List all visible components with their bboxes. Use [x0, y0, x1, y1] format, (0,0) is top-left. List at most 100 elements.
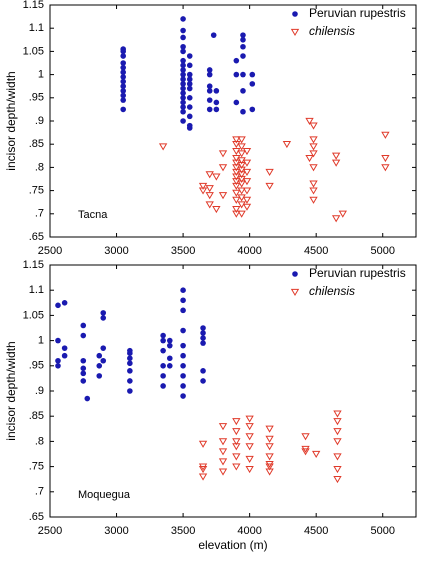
- data-point: [213, 99, 220, 106]
- data-point: [333, 428, 342, 436]
- data-point: [180, 307, 186, 314]
- data-point: [180, 95, 186, 101]
- data-point: [240, 71, 246, 78]
- y-tick-label: .7: [35, 486, 44, 498]
- data-point: [265, 453, 274, 461]
- data-point: [312, 450, 321, 458]
- data-point: [245, 465, 254, 474]
- data-point: [198, 465, 208, 474]
- data-point: [237, 157, 246, 165]
- data-point: [198, 182, 208, 190]
- data-point: [265, 435, 274, 443]
- data-point: [180, 342, 186, 349]
- data-point: [96, 352, 103, 359]
- y-tick-label: .85: [29, 410, 44, 422]
- data-point: [338, 210, 347, 218]
- data-point: [205, 171, 214, 179]
- data-point: [245, 433, 254, 441]
- legend-marker: [290, 288, 300, 296]
- data-point: [180, 287, 186, 294]
- data-point: [242, 187, 252, 195]
- data-point: [180, 90, 186, 96]
- data-point: [55, 302, 61, 309]
- data-point: [381, 164, 390, 172]
- data-point: [213, 88, 220, 94]
- data-point: [265, 425, 274, 433]
- data-point: [166, 337, 173, 344]
- data-point: [180, 118, 186, 124]
- data-point: [120, 106, 126, 113]
- y-tick-label: 1.05: [23, 309, 44, 321]
- data-point: [180, 81, 186, 87]
- data-point: [232, 453, 241, 461]
- data-point: [240, 53, 246, 59]
- data-point: [240, 88, 246, 94]
- data-point: [212, 206, 221, 214]
- data-point: [245, 443, 254, 451]
- data-point: [186, 85, 193, 92]
- data-point: [218, 438, 228, 446]
- y-tick-label: 1.15: [23, 259, 44, 271]
- data-point: [200, 335, 206, 341]
- x-axis-label: elevation (m): [198, 538, 267, 552]
- data-point: [180, 67, 186, 73]
- data-point: [218, 458, 228, 466]
- data-point: [160, 383, 166, 389]
- data-point: [84, 395, 91, 402]
- data-point: [180, 104, 186, 110]
- data-point: [198, 463, 208, 471]
- data-point: [166, 355, 173, 362]
- data-point: [180, 99, 186, 106]
- data-point: [160, 363, 166, 369]
- data-point: [120, 74, 126, 80]
- data-point: [120, 53, 126, 59]
- legend-label: chilensis: [309, 24, 355, 38]
- data-point: [205, 201, 214, 209]
- data-point: [237, 201, 246, 209]
- y-tick-label: .75: [29, 185, 44, 197]
- data-point: [186, 53, 193, 59]
- data-point: [166, 363, 173, 369]
- data-point: [218, 423, 228, 431]
- data-point: [120, 97, 126, 103]
- data-point: [127, 368, 133, 374]
- data-point: [240, 37, 246, 43]
- y-tick-label: 1: [38, 69, 44, 81]
- data-point: [180, 352, 186, 359]
- data-point: [200, 378, 206, 384]
- data-point: [249, 81, 256, 87]
- data-point: [331, 159, 341, 167]
- data-point: [80, 365, 87, 372]
- data-point: [233, 57, 240, 64]
- data-point: [80, 370, 87, 377]
- data-point: [200, 340, 206, 346]
- data-point: [242, 148, 252, 156]
- data-point: [245, 455, 254, 463]
- annotation: Moquegua: [78, 489, 131, 501]
- data-point: [232, 154, 241, 163]
- data-point: [55, 357, 61, 364]
- data-point: [242, 168, 252, 176]
- data-point: [160, 373, 166, 379]
- annotation: Tacna: [78, 209, 108, 221]
- y-tick-label: .85: [29, 138, 44, 150]
- data-point: [206, 88, 213, 94]
- data-point: [309, 136, 318, 144]
- data-point: [160, 347, 166, 354]
- data-point: [200, 330, 206, 336]
- y-tick-label: 1: [38, 335, 44, 347]
- x-tick-label: 3500: [171, 525, 195, 537]
- x-tick-label: 3500: [171, 245, 195, 257]
- data-point: [206, 83, 213, 89]
- data-point: [331, 152, 341, 160]
- data-point: [237, 143, 246, 151]
- data-point: [309, 196, 318, 204]
- data-point: [309, 122, 318, 130]
- data-point: [265, 168, 274, 176]
- data-point: [333, 410, 342, 418]
- data-point: [210, 32, 217, 38]
- data-point: [180, 297, 186, 304]
- data-point: [212, 173, 221, 181]
- data-point: [186, 113, 193, 120]
- data-point: [232, 418, 241, 426]
